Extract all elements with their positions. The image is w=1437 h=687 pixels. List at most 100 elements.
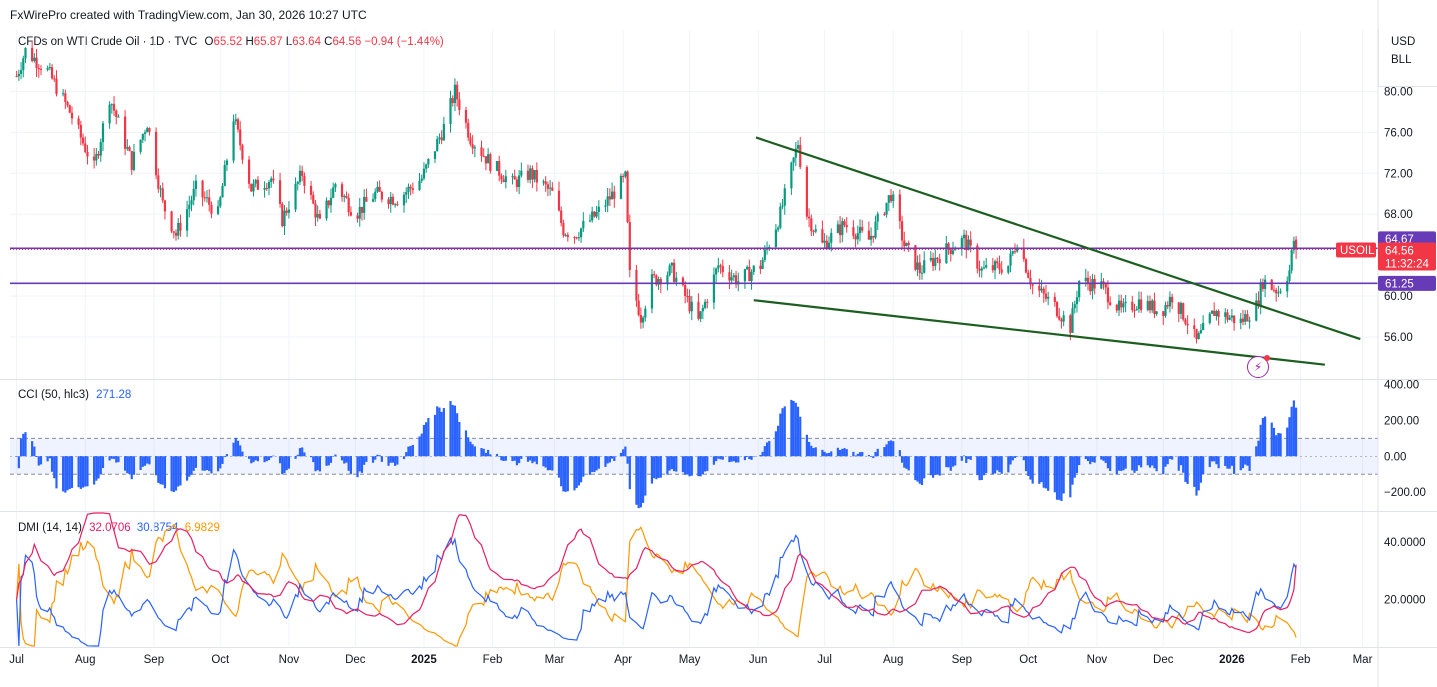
cci-bar [77, 456, 80, 488]
currency-unit-box[interactable]: USD BLL [1378, 30, 1437, 87]
cci-bar [365, 456, 368, 462]
cci-bar [1288, 417, 1291, 457]
adx-value: 32.0706 [89, 522, 131, 534]
symbol-tag [1336, 242, 1376, 258]
candle-body [389, 196, 392, 205]
cci-bar [15, 456, 18, 457]
candle-body [686, 295, 689, 297]
cci-bar [690, 456, 693, 476]
cci-bar [1210, 456, 1214, 462]
cci-bar [635, 456, 638, 505]
candle-body [117, 116, 120, 118]
candle-body [141, 134, 144, 140]
cci-bar [1246, 456, 1249, 466]
candle-body [66, 102, 69, 106]
flash-alert-icon[interactable]: ⚡ [1247, 355, 1270, 378]
cci-bar [951, 456, 955, 467]
candle-body [451, 98, 454, 104]
candle-body [500, 175, 503, 180]
minus-di-value: 6.9829 [184, 522, 220, 534]
cci-title: CCI (50, hlc3) [18, 389, 89, 401]
candle-body [433, 151, 437, 159]
candle-body [170, 211, 173, 232]
candle-body [761, 259, 764, 269]
cci-bar [223, 456, 226, 458]
cci-bar [1197, 456, 1200, 491]
cci-bar [66, 456, 69, 491]
candle-body [1248, 320, 1251, 322]
candle-body [303, 175, 306, 186]
candle-body [746, 266, 749, 270]
candle-body [1011, 251, 1014, 254]
candle-body [174, 232, 178, 236]
candle-body [980, 268, 983, 271]
cci-bar [1060, 456, 1063, 502]
cci-bar [779, 413, 782, 457]
cci-bar [380, 456, 383, 462]
cci-bar [858, 452, 862, 457]
cci-bar [613, 456, 616, 462]
candle-body [1106, 287, 1110, 303]
candle-body [62, 93, 65, 95]
cci-bar [960, 456, 963, 461]
cci-bar [1286, 427, 1289, 457]
cci-bar [221, 456, 224, 464]
candle-body [703, 301, 707, 308]
cci-bar [1248, 456, 1251, 471]
candle-body [172, 231, 175, 233]
cci-bar [418, 436, 421, 457]
cci-bar [898, 450, 901, 457]
cci-bar [967, 456, 970, 459]
candle-body [774, 229, 778, 248]
cci-bar [1153, 456, 1156, 469]
cci-bar [374, 456, 377, 460]
cci-bar [531, 456, 534, 464]
cci-bar [1029, 456, 1032, 480]
cci-bar [241, 451, 244, 457]
candle-body [84, 143, 87, 153]
candle-body [1133, 310, 1136, 312]
candle-body [1024, 259, 1028, 273]
candle-body [221, 186, 224, 198]
candle-body [427, 158, 430, 165]
cci-bar [208, 456, 211, 472]
candle-body [799, 145, 802, 168]
candle-body [858, 227, 862, 234]
candle-body [861, 227, 864, 231]
candle-body [1055, 302, 1059, 317]
cci-bar [420, 433, 423, 457]
candle-body [132, 151, 136, 170]
cci-bar [962, 455, 966, 457]
candle-body [575, 237, 578, 239]
candle-body [449, 98, 452, 124]
candle-body [560, 210, 563, 223]
cci-bar [283, 456, 286, 474]
candle-body [1135, 308, 1138, 311]
candle-body [440, 137, 443, 141]
cci-bar [841, 448, 844, 457]
cci-bar [874, 451, 877, 457]
candle-body [810, 218, 813, 232]
candle-body [24, 47, 27, 59]
cci-bar [1075, 456, 1079, 474]
candle-body [425, 164, 428, 169]
cci-bar [920, 456, 924, 486]
cci-bar [533, 456, 536, 462]
x-axis-label: Feb [1291, 654, 1311, 666]
cci-bar [33, 446, 36, 457]
candle-body [721, 266, 724, 273]
candle-body [108, 104, 111, 124]
cci-bar [1135, 456, 1138, 471]
candle-body [668, 265, 671, 276]
cci-bar [1140, 456, 1143, 468]
candle-body [256, 179, 260, 190]
cci-bar [502, 456, 505, 461]
cci-bar [1069, 456, 1072, 498]
candle-body [841, 221, 844, 236]
cci-bar [1279, 433, 1282, 457]
candle-body [1109, 302, 1112, 305]
candle-body [1208, 313, 1211, 323]
cci-bar [285, 456, 288, 471]
cci-bar [53, 456, 56, 479]
